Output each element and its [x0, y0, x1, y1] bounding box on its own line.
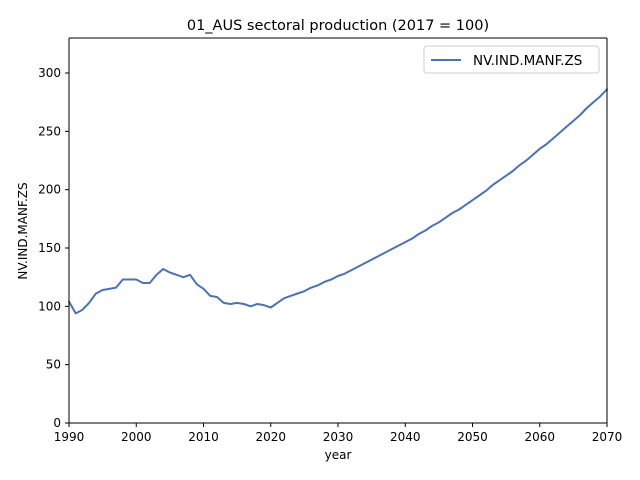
y-tick-label: 100	[38, 299, 61, 313]
x-tick-label: 2000	[121, 430, 152, 444]
x-tick-label: 2030	[323, 430, 354, 444]
axis-frame	[68, 37, 608, 424]
x-tick-label: 2050	[457, 430, 488, 444]
x-axis-label: year	[325, 448, 352, 462]
x-tick-label: 2040	[390, 430, 421, 444]
y-tick-label: 150	[38, 241, 61, 255]
legend-box	[423, 45, 600, 74]
y-tick-label: 200	[38, 183, 61, 197]
x-tick-label: 2020	[255, 430, 286, 444]
x-tick-label: 1990	[54, 430, 85, 444]
series-line	[68, 88, 608, 315]
legend: NV.IND.MANF.ZS	[423, 45, 600, 74]
y-axis-ticks: 0 50 100 150 200 250 300	[38, 66, 69, 430]
x-tick-label: 2070	[592, 430, 623, 444]
y-axis-label: NV.IND.MANF.ZS	[16, 182, 30, 279]
chart-title: 01_AUS sectoral production (2017 = 100)	[187, 18, 489, 34]
y-tick-label: 300	[38, 66, 61, 80]
plot-area	[68, 88, 608, 315]
data-points	[68, 88, 608, 314]
y-tick-label: 0	[53, 416, 61, 430]
legend-entry-label: NV.IND.MANF.ZS	[473, 53, 582, 69]
x-tick-label: 2010	[188, 430, 219, 444]
x-axis-ticks: 1990 2000 2010 2020 2030 2040 2050 2060 2070	[54, 423, 623, 444]
x-tick-label: 2060	[524, 430, 555, 444]
y-tick-label: 250	[38, 124, 61, 138]
y-tick-label: 50	[46, 358, 61, 372]
